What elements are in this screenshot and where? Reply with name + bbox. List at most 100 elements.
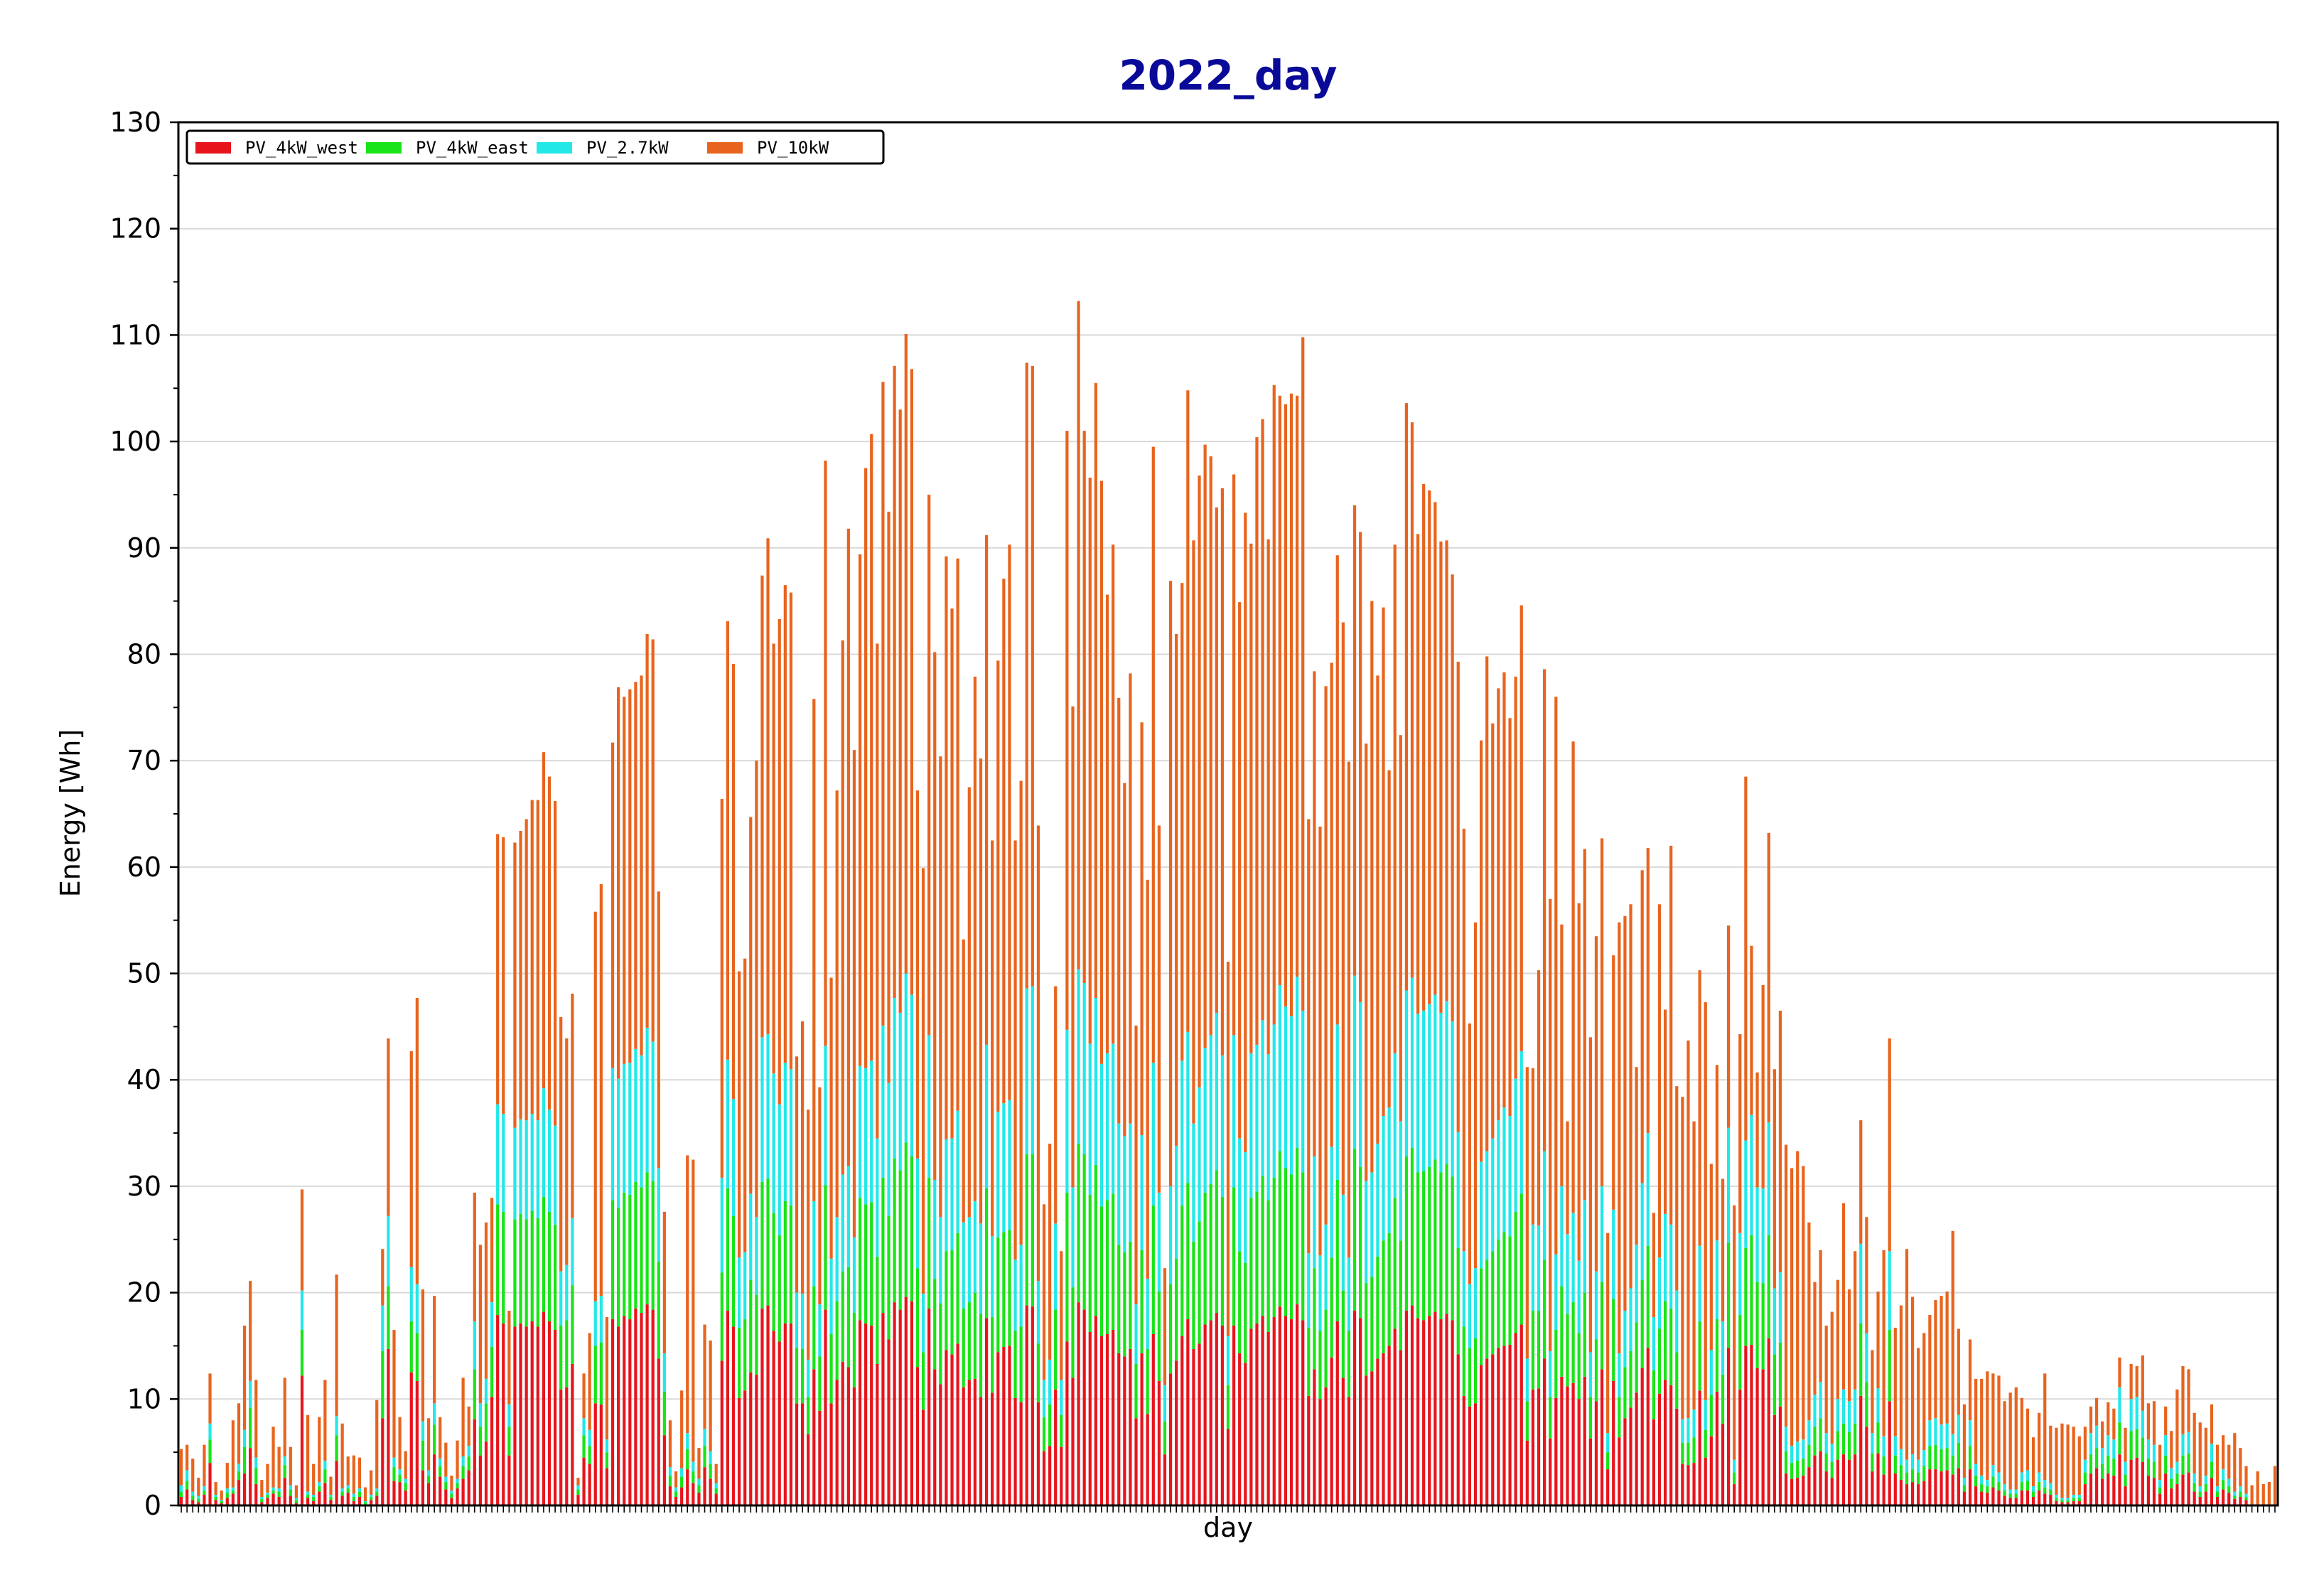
bar-segment bbox=[893, 1302, 896, 1505]
bar-segment bbox=[1168, 581, 1173, 1186]
bar-segment bbox=[697, 1485, 701, 1493]
bar-segment bbox=[755, 1374, 758, 1505]
bar-segment bbox=[1042, 1451, 1046, 1505]
bar-segment bbox=[1071, 1187, 1075, 1288]
bar-segment bbox=[1917, 1472, 1920, 1485]
bar-segment bbox=[208, 1439, 212, 1464]
bar-segment bbox=[1025, 1305, 1028, 1505]
bar-segment bbox=[1640, 1183, 1644, 1280]
bar-segment bbox=[1750, 1344, 1753, 1505]
bar-segment bbox=[1112, 1043, 1115, 1194]
bar-segment bbox=[1462, 1251, 1465, 1327]
bar-segment bbox=[1094, 382, 1097, 998]
bar-segment bbox=[2239, 1497, 2242, 1505]
bar-segment bbox=[450, 1498, 453, 1505]
bar-segment bbox=[1744, 1140, 1748, 1248]
bar-segment bbox=[645, 1027, 649, 1173]
bar-segment bbox=[197, 1502, 200, 1505]
bar-segment bbox=[467, 1456, 470, 1471]
bar-segment bbox=[1698, 970, 1701, 1246]
bar-segment bbox=[1008, 544, 1011, 1100]
bar-segment bbox=[294, 1485, 298, 1498]
bar-segment bbox=[617, 1207, 620, 1327]
bar-segment bbox=[1640, 870, 1644, 1183]
bar-segment bbox=[1491, 723, 1495, 1139]
bar-segment bbox=[973, 1292, 977, 1379]
bar-segment bbox=[271, 1487, 275, 1491]
bar-segment bbox=[530, 800, 534, 1115]
bar-segment bbox=[2222, 1435, 2225, 1470]
bar-segment bbox=[1272, 1317, 1276, 1505]
bar-segment bbox=[1514, 1078, 1517, 1212]
bar-segment bbox=[2094, 1397, 2099, 1426]
bar-segment bbox=[1560, 924, 1564, 1186]
bar-segment bbox=[588, 1446, 591, 1464]
bar-segment bbox=[1376, 1144, 1379, 1257]
bar-segment bbox=[870, 1326, 873, 1505]
y-tick-label: 10 bbox=[127, 1383, 161, 1414]
bar-segment bbox=[795, 1292, 799, 1348]
bar-segment bbox=[743, 958, 747, 1252]
bar-segment bbox=[1301, 1172, 1305, 1321]
bar-segment bbox=[426, 1476, 431, 1483]
bar-segment bbox=[1404, 1311, 1408, 1505]
bar-segment bbox=[300, 1330, 304, 1376]
bar-segment bbox=[1957, 1414, 1960, 1443]
bar-segment bbox=[795, 1403, 799, 1505]
bar-segment bbox=[1502, 672, 1506, 1108]
bar-segment bbox=[973, 1201, 977, 1293]
bar-segment bbox=[1278, 395, 1281, 986]
bar-segment bbox=[1681, 1464, 1684, 1505]
bar-segment bbox=[692, 1471, 695, 1483]
bar-segment bbox=[662, 1353, 666, 1392]
bar-segment bbox=[1940, 1296, 1943, 1425]
bar-segment bbox=[1508, 718, 1512, 1117]
bar-segment bbox=[191, 1491, 195, 1496]
bar-segment bbox=[1663, 1213, 1667, 1301]
bar-segment bbox=[318, 1491, 321, 1505]
bar-segment bbox=[1284, 1006, 1288, 1169]
bar-segment bbox=[1888, 1251, 1891, 1331]
bar-segment bbox=[1215, 1170, 1218, 1314]
bar-segment bbox=[1600, 1186, 1604, 1282]
bar-segment bbox=[2020, 1472, 2023, 1483]
bar-segment bbox=[1910, 1454, 1915, 1470]
bar-segment bbox=[881, 1177, 885, 1314]
bar-segment bbox=[415, 1284, 419, 1333]
bar-segment bbox=[1761, 1188, 1765, 1284]
bar-segment bbox=[950, 1250, 954, 1355]
bar-segment bbox=[1910, 1482, 1915, 1505]
bar-segment bbox=[547, 776, 552, 1110]
bar-segment bbox=[1077, 1302, 1080, 1505]
bar-segment bbox=[829, 977, 833, 1259]
bar-segment bbox=[2038, 1412, 2041, 1473]
bar-segment bbox=[2072, 1498, 2075, 1502]
bar-segment bbox=[237, 1480, 241, 1505]
bar-segment bbox=[1324, 1309, 1328, 1387]
bar-segment bbox=[593, 1403, 597, 1505]
bar-segment bbox=[1192, 1123, 1195, 1242]
bar-segment bbox=[2049, 1495, 2053, 1505]
bar-segment bbox=[513, 1326, 517, 1505]
bar-segment bbox=[1554, 1330, 1558, 1398]
bar-segment bbox=[398, 1482, 402, 1505]
bar-segment bbox=[2187, 1432, 2190, 1454]
bar-segment bbox=[2008, 1493, 2012, 1498]
bar-segment bbox=[1646, 1133, 1650, 1246]
bar-segment bbox=[1134, 1363, 1138, 1419]
bar-segment bbox=[2181, 1434, 2185, 1456]
bar-segment bbox=[1502, 1107, 1506, 1232]
bar-segment bbox=[1847, 1459, 1851, 1505]
bar-segment bbox=[1876, 1388, 1880, 1423]
bar-segment bbox=[1635, 1245, 1638, 1323]
bar-segment bbox=[2008, 1489, 2012, 1494]
bar-segment bbox=[1807, 1467, 1811, 1505]
bar-segment bbox=[1456, 1247, 1460, 1355]
bar-segment bbox=[628, 1063, 632, 1195]
bar-segment bbox=[1002, 1346, 1006, 1505]
bar-segment bbox=[2227, 1444, 2231, 1479]
bar-segment bbox=[1928, 1420, 1932, 1446]
bar-segment bbox=[864, 1323, 868, 1505]
bar-segment bbox=[1508, 1116, 1512, 1237]
bar-segment bbox=[1203, 1324, 1207, 1505]
